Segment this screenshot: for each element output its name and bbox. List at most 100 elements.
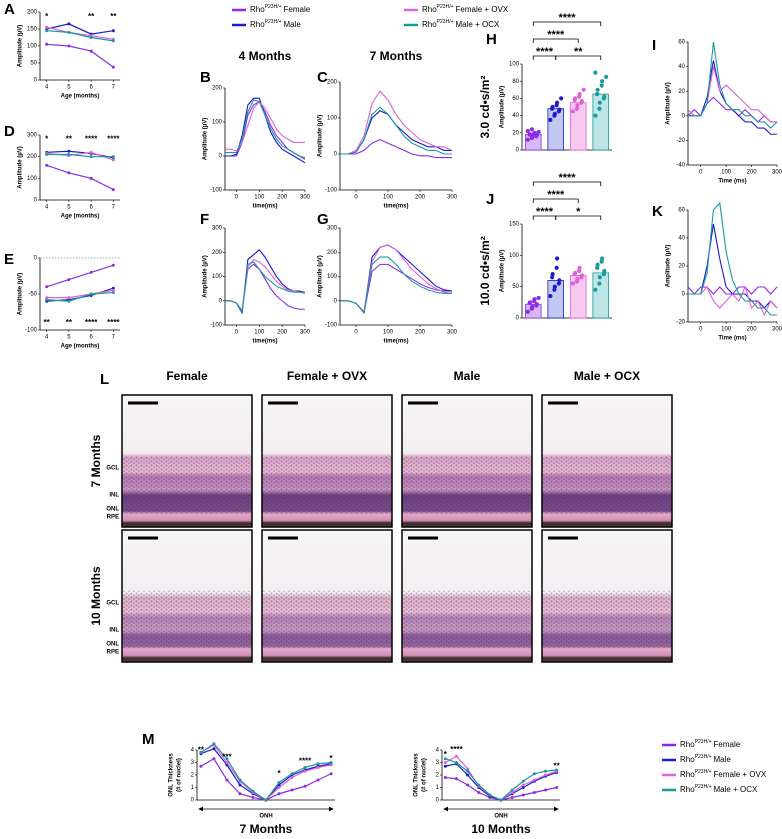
data-point [532,297,537,302]
legend-text: Female + OVX [456,5,509,14]
legend-label: RhoP23H/+ Female + OVX [422,4,509,14]
data-point [555,786,559,789]
annotation: ** [554,761,561,770]
data-point [89,176,93,180]
legend-sup: P23H/+ [695,769,712,775]
y-tick-label: -20 [676,138,685,144]
series-line [200,748,332,801]
data-point [595,92,600,97]
data-point [597,106,602,111]
y-tick-label: 20 [678,89,685,95]
side-label: 3.0 cd•s/m² [478,76,492,139]
y-tick-label: 0 [219,154,223,160]
series-line [340,138,452,159]
x-axis-label: time(ms) [252,204,277,210]
y-tick-label: 40 [678,64,685,70]
data-point [466,769,470,773]
annotation: * [330,754,334,763]
legend-sup: P23H/+ [695,739,712,745]
data-point [89,36,93,39]
y-tick-label: 100 [327,116,338,122]
y-tick-label: 200 [212,86,223,92]
data-point [89,49,93,53]
y-axis-label: Amplitude (µV) [18,146,24,188]
annotation: **** [107,318,120,327]
data-point [574,106,580,111]
y-tick-label: 60 [512,96,519,102]
x-tick-label: 300 [772,327,782,333]
data-point [111,155,115,159]
panel-letter: A [4,1,15,18]
data-point [443,776,447,779]
significance-bracket [532,198,579,203]
data-point [454,761,458,764]
data-point [532,791,536,794]
data-point [602,94,607,99]
annotation: ** [110,12,117,21]
data-point [544,788,548,792]
data-point [600,79,605,84]
legend-sup: P23H/+ [695,754,712,760]
legend-text: Male + OCX [714,785,758,794]
panel-letter: M [142,731,155,748]
x-tick-label: 200 [747,327,758,333]
column-header: Female + OVX [287,369,367,383]
column-header: Male [454,369,481,383]
y-tick-label: 200 [327,80,338,86]
data-point [555,768,559,772]
y-tick-label: 100 [27,44,38,50]
x-tick-label: 300 [772,170,782,176]
legend-label: RhoP23H/+ Male + OCX [422,19,500,29]
y-tick-label: 0 [334,152,338,158]
x-axis-label: Time (ms) [718,179,746,185]
y-tick-label: 0 [334,298,338,304]
bar [524,303,542,319]
y-axis-label: Amplitude (µV) [318,255,324,297]
data-point [329,772,333,776]
x-tick-label: 4 [45,335,49,341]
series-line [46,291,114,302]
significance-label: **** [536,46,554,58]
data-point [521,779,525,783]
data-point [45,296,49,300]
y-axis-label: Amplitude (µV) [203,118,209,160]
data-point [67,278,71,282]
data-point [111,288,115,292]
annotation: ** [44,318,51,327]
bar [592,272,610,319]
series-line [225,100,305,152]
y-tick-label: 40 [678,236,685,242]
data-point [599,83,604,88]
y-tick-label: 300 [27,133,38,139]
data-point [477,783,481,787]
data-point [544,769,548,773]
x-tick-label: 200 [415,195,426,201]
legend-sup: P23H/+ [437,19,454,25]
data-point [510,791,514,794]
y-axis-label: ONL Thickness [169,753,175,797]
data-point [499,798,503,802]
y-tick-label: 2 [436,773,440,779]
x-tick-label: 5 [67,205,71,211]
data-point [45,25,49,29]
data-point [575,277,580,282]
y-tick-label: -40 [676,163,685,169]
series-line [46,30,114,42]
x-tick-label: 0 [699,327,703,333]
y-tick-label: 150 [509,222,520,228]
significance-bracket [532,181,602,186]
x-tick-label: 100 [721,170,732,176]
series-line [340,244,453,313]
data-point [581,87,586,92]
x-tick-label: 7 [112,85,116,91]
chart-title: 4 Months [239,49,292,63]
x-tick-label: 100 [383,195,394,201]
data-point [579,273,584,278]
data-point [552,111,557,116]
data-point [593,70,598,75]
y-tick-label: -100 [325,188,338,194]
data-point [111,39,115,43]
x-tick-label: 7 [112,205,116,211]
y-tick-label: 300 [327,226,338,232]
